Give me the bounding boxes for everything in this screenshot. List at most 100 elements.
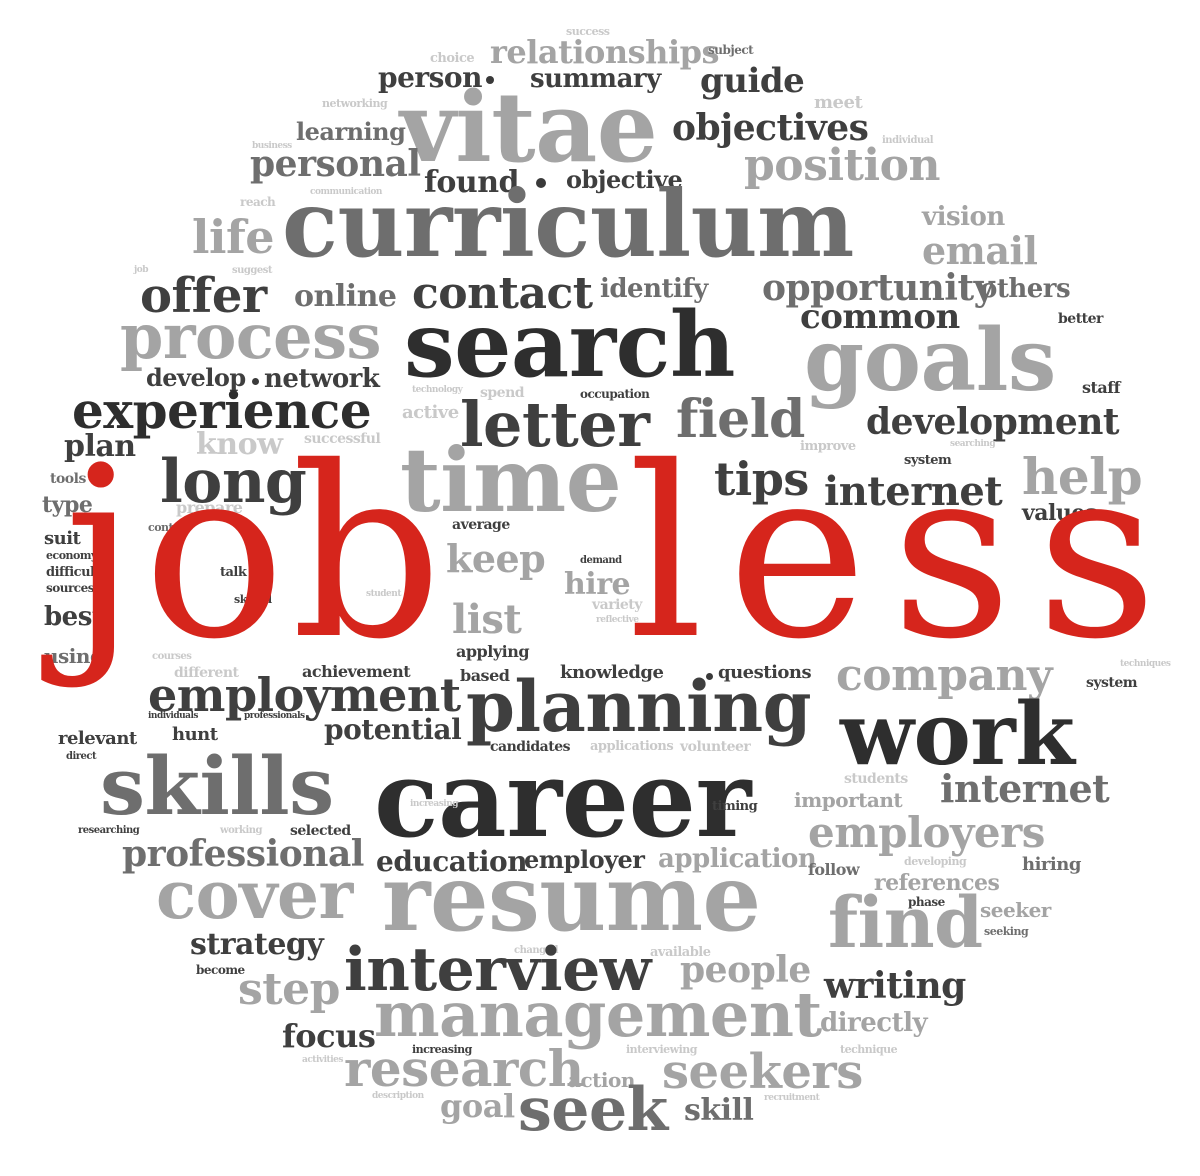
word: keep bbox=[446, 536, 546, 581]
word: employment bbox=[148, 668, 461, 722]
word: find bbox=[828, 881, 983, 964]
word: action bbox=[568, 1068, 635, 1092]
word: phase bbox=[908, 895, 945, 909]
word: improve bbox=[800, 439, 856, 454]
word: hire bbox=[564, 567, 631, 602]
word: available bbox=[650, 945, 711, 960]
word: contact bbox=[412, 268, 593, 319]
word: learning bbox=[296, 117, 406, 146]
word: important bbox=[794, 788, 903, 812]
word: searching bbox=[950, 439, 996, 449]
separator-dot bbox=[536, 178, 546, 188]
word: focus bbox=[282, 1017, 376, 1055]
word: different bbox=[174, 665, 239, 681]
word: variety bbox=[592, 597, 642, 613]
word: meet bbox=[814, 92, 863, 113]
word: seeker bbox=[980, 898, 1051, 922]
word: individuals bbox=[148, 711, 198, 721]
word: techniques bbox=[1120, 659, 1171, 669]
word: others bbox=[980, 274, 1071, 304]
word: plan bbox=[64, 429, 136, 464]
word: position bbox=[744, 140, 940, 191]
word: researching bbox=[78, 825, 140, 836]
word: seek bbox=[518, 1075, 668, 1145]
word: networking bbox=[322, 97, 388, 110]
word: success bbox=[566, 25, 610, 38]
word: internet bbox=[824, 468, 1003, 515]
word: email bbox=[922, 228, 1038, 273]
word: demand bbox=[580, 555, 622, 566]
word: business bbox=[252, 141, 292, 151]
word: volunteer bbox=[680, 739, 751, 755]
separator-dot bbox=[252, 378, 259, 385]
word: long bbox=[160, 447, 307, 517]
word: increasing bbox=[410, 799, 459, 809]
word: cover bbox=[156, 856, 353, 934]
word: common bbox=[800, 297, 960, 337]
word: network bbox=[264, 364, 380, 394]
word: achievement bbox=[302, 662, 411, 681]
word: objectives bbox=[672, 107, 869, 149]
word: knowledge bbox=[560, 662, 664, 683]
word: suggest bbox=[232, 265, 273, 276]
word: references bbox=[874, 870, 1000, 896]
word: system bbox=[904, 453, 952, 468]
word: choice bbox=[430, 51, 475, 66]
word: courses bbox=[152, 651, 192, 662]
word: candidates bbox=[490, 739, 571, 755]
word: timing bbox=[712, 799, 758, 814]
word: recruitment bbox=[764, 1093, 820, 1103]
word: experience bbox=[72, 381, 372, 440]
word: changed bbox=[514, 945, 558, 956]
word: know bbox=[196, 427, 283, 462]
word: life bbox=[192, 210, 275, 264]
word: spend bbox=[480, 385, 525, 401]
word: subject bbox=[708, 43, 754, 57]
word: resume bbox=[382, 844, 761, 952]
word: type bbox=[42, 492, 93, 518]
word: personal bbox=[250, 143, 421, 185]
word: communication bbox=[310, 187, 382, 197]
word: reflective bbox=[596, 615, 639, 625]
word: opportunity bbox=[762, 267, 995, 309]
word: planning bbox=[466, 665, 812, 748]
word: help bbox=[1022, 447, 1143, 506]
word: company bbox=[836, 650, 1053, 701]
word: directly bbox=[820, 1008, 928, 1038]
word: development bbox=[866, 401, 1120, 443]
word: reach bbox=[240, 195, 276, 209]
word: vision bbox=[922, 202, 1005, 232]
word: difficult bbox=[46, 565, 100, 580]
word: employers bbox=[808, 808, 1045, 857]
word: better bbox=[1058, 311, 1103, 327]
word: active bbox=[402, 402, 459, 423]
word: list bbox=[452, 596, 522, 643]
word: time bbox=[400, 428, 622, 532]
word: seeking bbox=[984, 925, 1029, 938]
word: research bbox=[344, 1039, 584, 1098]
word: potential bbox=[324, 713, 462, 746]
word: found bbox=[424, 165, 520, 200]
word: students bbox=[844, 771, 908, 787]
word: become bbox=[196, 963, 245, 977]
word: skill bbox=[684, 1093, 754, 1128]
word: successful bbox=[304, 431, 381, 447]
word: people bbox=[680, 949, 811, 991]
word: control bbox=[148, 521, 189, 534]
word: letter bbox=[460, 388, 650, 461]
word: applications bbox=[590, 739, 674, 754]
word: tools bbox=[50, 471, 86, 487]
separator-dot bbox=[706, 673, 713, 680]
word: education bbox=[376, 845, 528, 878]
word: work bbox=[840, 684, 1075, 785]
word: sources bbox=[46, 581, 95, 595]
word: prepare bbox=[176, 498, 243, 517]
word: skilled bbox=[234, 593, 272, 606]
word: technique bbox=[840, 1043, 898, 1056]
word: selected bbox=[290, 823, 351, 839]
word: guide bbox=[700, 61, 805, 101]
word: strategy bbox=[190, 927, 324, 962]
word: economy bbox=[46, 549, 97, 562]
word: tips bbox=[714, 452, 809, 506]
